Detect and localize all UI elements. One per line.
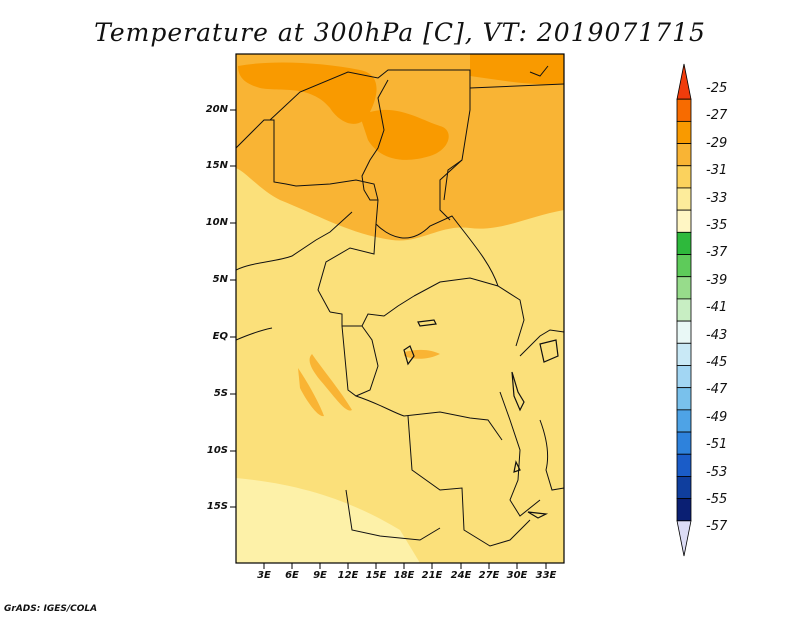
colorbar-swatch: [676, 165, 692, 189]
field-band-27-29-a: [238, 62, 377, 124]
colorbar-swatch: [676, 453, 692, 477]
field-band-33-35: [236, 478, 420, 563]
colorbar-swatch: [676, 298, 692, 322]
colorbar-label: -57: [706, 519, 728, 534]
country-borders: [236, 65, 564, 547]
colorbar-label: -29: [706, 136, 728, 151]
colorbar-swatch: [676, 187, 692, 211]
colorbar-swatch: [676, 365, 692, 389]
field-band-27-29-c: [470, 54, 564, 85]
colorbar-swatch: [676, 520, 692, 557]
temperature-field: [236, 54, 564, 563]
colorbar-swatch: [676, 98, 692, 122]
colorbar-swatch: [676, 409, 692, 433]
colorbar-label: -37: [706, 245, 728, 260]
lat-label-10n: 10N: [205, 217, 228, 228]
colorbar-swatch: [676, 143, 692, 167]
lakes: [403, 319, 559, 519]
lat-label-20n: 20N: [205, 104, 228, 115]
lat-ticks: [230, 109, 236, 508]
lon-label-33e: 33E: [535, 570, 557, 581]
colorbar-swatch: [676, 254, 692, 278]
lon-label-18e: 18E: [393, 570, 415, 581]
lon-label-9e: 9E: [313, 570, 327, 581]
grads-credit: GrADS: IGES/COLA: [4, 604, 98, 614]
lon-label-15e: 15E: [365, 570, 387, 581]
field-band-coastal: [309, 354, 352, 411]
lon-label-21e: 21E: [421, 570, 443, 581]
lon-label-27e: 27E: [478, 570, 500, 581]
lat-label-15n: 15N: [205, 160, 228, 171]
colorbar-swatch: [676, 431, 692, 455]
lon-label-6e: 6E: [285, 570, 299, 581]
lat-label-5n: 5N: [212, 274, 228, 285]
lon-label-30e: 30E: [506, 570, 528, 581]
lat-label-eq: EQ: [212, 331, 228, 342]
colorbar-swatch: [676, 387, 692, 411]
colorbar-label: -27: [706, 108, 728, 123]
lon-label-12e: 12E: [337, 570, 359, 581]
colorbar-label: -55: [706, 492, 728, 507]
colorbar-swatch: [676, 498, 692, 522]
colorbar-label: -51: [706, 437, 728, 452]
field-band-coastal-2: [298, 368, 324, 417]
lon-ticks: [263, 563, 547, 569]
colorbar-label: -41: [706, 300, 728, 315]
colorbar-swatch: [676, 320, 692, 344]
lat-label-5s: 5S: [213, 388, 228, 399]
colorbar-label: -35: [706, 218, 728, 233]
chart-title: Temperature at 300hPa [C], VT: 201907171…: [94, 18, 706, 47]
lon-label-3e: 3E: [257, 570, 271, 581]
colorbar-label: -49: [706, 410, 728, 425]
colorbar-swatch: [676, 120, 692, 144]
lat-label-10s: 10S: [206, 445, 228, 456]
colorbar: [676, 63, 692, 557]
map-frame: [235, 53, 565, 564]
colorbar-swatch: [676, 63, 692, 100]
lon-label-24e: 24E: [450, 570, 472, 581]
colorbar-label: -39: [706, 273, 728, 288]
colorbar-label: -33: [706, 191, 728, 206]
colorbar-label: -43: [706, 328, 728, 343]
colorbar-label: -53: [706, 465, 728, 480]
colorbar-label: -45: [706, 355, 728, 370]
colorbar-swatch: [676, 476, 692, 500]
lat-label-15s: 15S: [206, 501, 228, 512]
colorbar-label: -31: [706, 163, 728, 178]
colorbar-swatch: [676, 209, 692, 233]
colorbar-swatch: [676, 276, 692, 300]
colorbar-label: -25: [706, 81, 728, 96]
colorbar-swatch: [676, 231, 692, 255]
colorbar-swatch: [676, 342, 692, 366]
colorbar-label: -47: [706, 382, 728, 397]
